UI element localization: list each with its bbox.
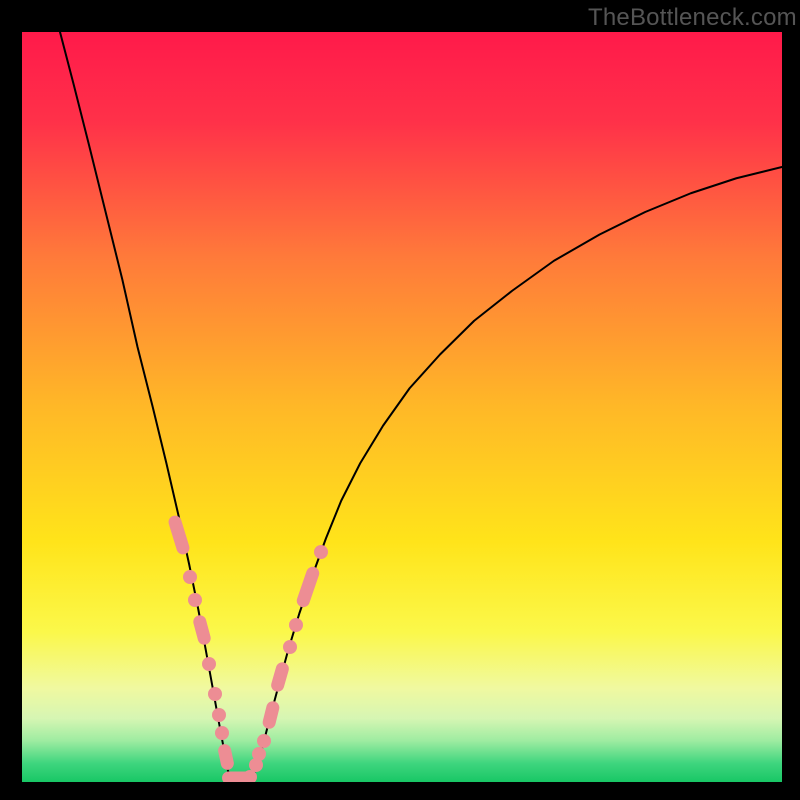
frame-bottom bbox=[0, 782, 800, 800]
data-marker bbox=[202, 657, 216, 671]
data-marker bbox=[188, 593, 202, 607]
data-marker bbox=[314, 545, 328, 559]
data-marker bbox=[283, 640, 297, 654]
data-marker bbox=[252, 747, 266, 761]
data-marker bbox=[289, 618, 303, 632]
frame-left bbox=[0, 0, 22, 800]
watermark-text: TheBottleneck.com bbox=[588, 4, 797, 32]
chart-plot-area bbox=[22, 32, 782, 782]
data-marker bbox=[215, 726, 229, 740]
frame-right bbox=[782, 0, 800, 800]
data-marker bbox=[183, 570, 197, 584]
data-marker bbox=[257, 734, 271, 748]
data-marker bbox=[212, 708, 226, 722]
data-marker bbox=[208, 687, 222, 701]
bottleneck-curve bbox=[22, 32, 782, 782]
bottleneck-curve-path bbox=[60, 32, 782, 782]
